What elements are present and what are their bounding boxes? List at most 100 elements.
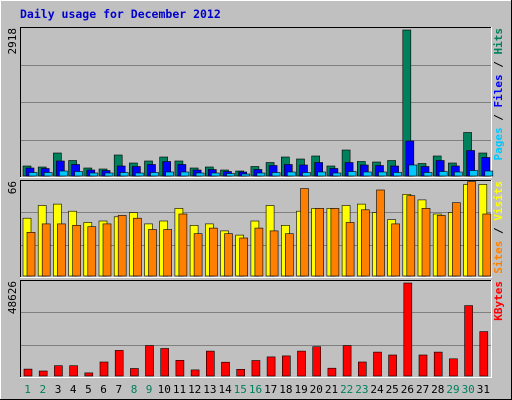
bar-requests-pages-day-4 xyxy=(74,171,83,177)
bar-kbytes-kbytes-day-19 xyxy=(297,350,306,377)
bar-requests-pages-day-20 xyxy=(317,171,327,177)
bar-visitors-sites-day-31 xyxy=(482,213,492,277)
bar-kbytes-kbytes-day-28 xyxy=(433,351,443,377)
x-tick-label: 25 xyxy=(386,383,399,396)
bar-visitors-sites-day-29 xyxy=(452,202,461,277)
x-tick-label: 12 xyxy=(188,383,201,396)
bar-kbytes-kbytes-day-16 xyxy=(251,360,261,377)
bar-kbytes-kbytes-day-3 xyxy=(54,365,63,377)
bar-kbytes-kbytes-day-17 xyxy=(266,356,276,377)
bar-visitors-sites-day-2 xyxy=(41,223,51,277)
legend-entry: KBytes xyxy=(492,281,505,321)
bar-requests-pages-day-10 xyxy=(165,171,174,177)
x-tick-label: 14 xyxy=(218,383,232,396)
y-max-label: 66 xyxy=(6,181,19,194)
bar-kbytes-kbytes-day-6 xyxy=(99,361,109,377)
bar-requests-pages-day-7 xyxy=(119,172,129,177)
legend-entry: Sites xyxy=(492,241,505,274)
x-tick-label: 28 xyxy=(431,383,444,396)
legend-entry: Visits xyxy=(492,181,505,221)
chart-title: Daily usage for December 2012 xyxy=(20,7,221,21)
bar-kbytes-kbytes-day-20 xyxy=(312,346,322,377)
bar-kbytes-kbytes-day-22 xyxy=(342,345,352,377)
bar-requests-pages-day-19 xyxy=(302,172,311,177)
x-tick-label: 8 xyxy=(131,383,138,396)
bar-requests-pages-day-22 xyxy=(347,171,357,177)
x-tick-label: 27 xyxy=(416,383,429,396)
x-tick-label: 3 xyxy=(55,383,62,396)
x-tick-label: 11 xyxy=(173,383,186,396)
bar-kbytes-kbytes-day-14 xyxy=(221,361,230,377)
bar-kbytes-kbytes-day-2 xyxy=(38,370,48,377)
bar-visitors-sites-day-12 xyxy=(193,233,203,277)
bar-requests-pages-day-18 xyxy=(286,171,296,177)
bar-kbytes-kbytes-day-24 xyxy=(373,351,382,377)
bar-visitors-sites-day-25 xyxy=(391,223,400,277)
x-tick-label: 21 xyxy=(325,383,338,396)
bar-kbytes-kbytes-day-5 xyxy=(84,372,94,377)
bar-visitors-sites-day-5 xyxy=(87,226,97,277)
bar-requests-pages-day-13 xyxy=(211,172,220,177)
legend-entry: Files xyxy=(492,74,505,107)
bar-visitors-sites-day-6 xyxy=(102,223,112,277)
bar-requests-pages-day-2 xyxy=(43,172,53,177)
bar-requests-pages-day-25 xyxy=(393,172,402,177)
bar-visitors-sites-day-22 xyxy=(345,222,355,277)
bar-visitors-sites-day-30 xyxy=(467,181,476,277)
bar-kbytes-kbytes-day-8 xyxy=(130,368,139,377)
x-tick-label: 1 xyxy=(24,383,31,396)
bar-requests-pages-day-21 xyxy=(332,172,342,177)
x-tick-label: 4 xyxy=(70,383,77,396)
bar-visitors-sites-day-14 xyxy=(224,233,233,277)
legend-separator: / xyxy=(492,108,505,128)
bar-visitors-sites-day-18 xyxy=(284,233,294,277)
bar-visitors-sites-day-15 xyxy=(239,237,248,277)
bar-visitors-sites-day-20 xyxy=(315,208,325,277)
bar-visitors-sites-day-28 xyxy=(436,215,446,277)
bar-requests-pages-day-6 xyxy=(104,172,114,177)
chart-bars xyxy=(22,29,494,377)
x-tick-label: 26 xyxy=(401,383,414,396)
x-tick-label: 16 xyxy=(249,383,262,396)
bar-visitors-sites-day-9 xyxy=(148,229,157,277)
bar-visitors-sites-day-24 xyxy=(376,189,385,277)
bar-visitors-sites-day-11 xyxy=(178,213,188,277)
bar-kbytes-kbytes-day-9 xyxy=(145,345,154,377)
bar-kbytes-kbytes-day-31 xyxy=(479,331,489,377)
bar-visitors-sites-day-21 xyxy=(330,208,340,277)
bar-requests-pages-day-1 xyxy=(28,172,38,177)
bar-requests-pages-day-24 xyxy=(378,171,387,177)
bar-requests-pages-day-28 xyxy=(438,171,448,177)
x-tick-label: 18 xyxy=(279,383,292,396)
bar-kbytes-kbytes-day-26 xyxy=(403,282,413,377)
bar-kbytes-kbytes-day-15 xyxy=(236,368,245,377)
bar-kbytes-kbytes-day-21 xyxy=(327,367,337,377)
bar-visitors-sites-day-27 xyxy=(421,208,431,277)
x-tick-label: 31 xyxy=(477,383,490,396)
bar-requests-pages-day-17 xyxy=(271,172,281,177)
x-tick-label: 29 xyxy=(446,383,459,396)
bar-visitors-sites-day-26 xyxy=(406,195,416,277)
bar-kbytes-kbytes-day-27 xyxy=(418,354,428,377)
bar-requests-pages-day-12 xyxy=(195,172,205,177)
bar-visitors-sites-day-13 xyxy=(209,227,218,277)
x-tick-label: 30 xyxy=(462,383,475,396)
x-tick-label: 17 xyxy=(264,383,277,396)
bar-kbytes-kbytes-day-13 xyxy=(206,350,215,377)
bar-kbytes-kbytes-day-4 xyxy=(69,365,78,377)
bar-kbytes-kbytes-day-29 xyxy=(449,358,458,377)
x-tick-label: 24 xyxy=(370,383,384,396)
bar-visitors-sites-day-10 xyxy=(163,229,172,277)
legend-separator: / xyxy=(492,221,505,241)
bar-visitors-sites-day-19 xyxy=(300,188,309,277)
bar-requests-pages-day-23 xyxy=(362,171,372,177)
bar-kbytes-kbytes-day-30 xyxy=(464,305,473,377)
bar-requests-pages-day-16 xyxy=(256,172,266,177)
bar-requests-pages-day-5 xyxy=(89,172,99,177)
bar-requests-pages-day-26 xyxy=(408,164,418,177)
legend-entry: Hits xyxy=(492,28,505,55)
